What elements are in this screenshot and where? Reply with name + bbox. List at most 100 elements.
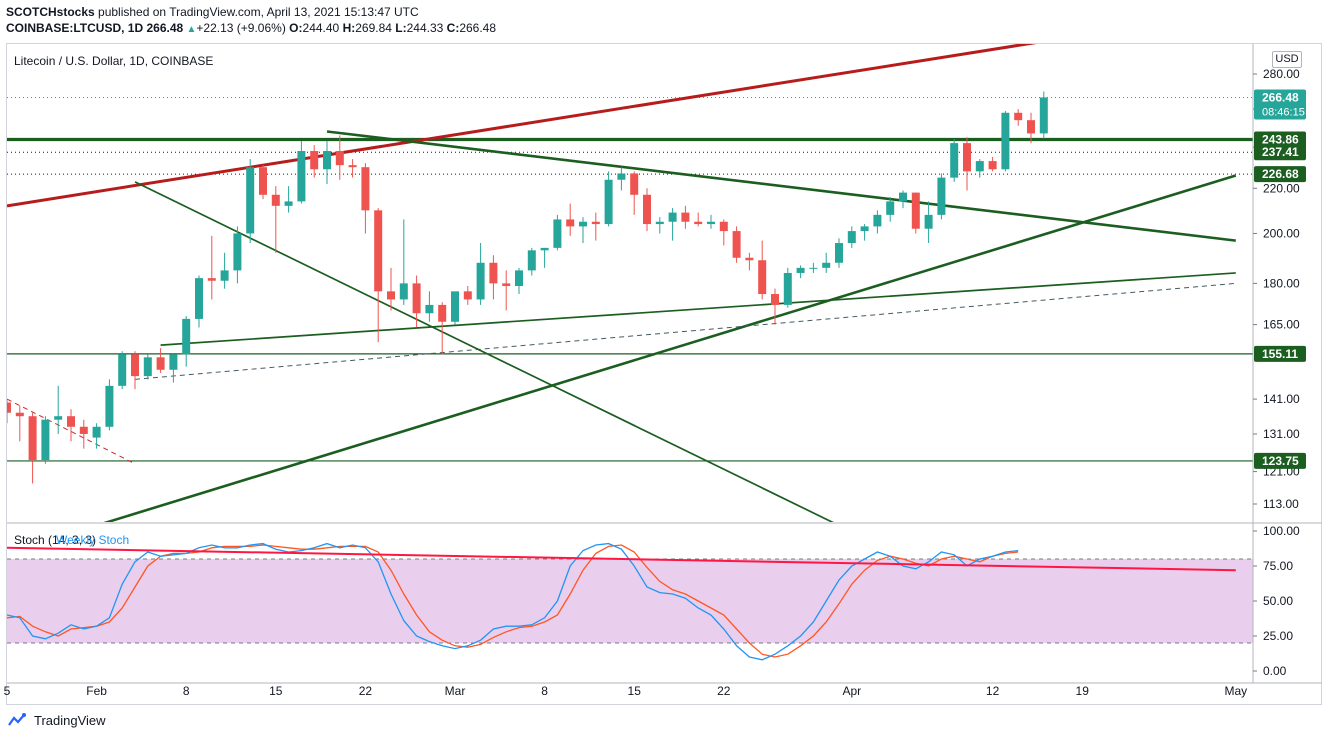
candle-body — [899, 192, 907, 202]
price-axis-label-value: 237.41 — [1262, 145, 1299, 159]
candle-body — [438, 304, 447, 322]
tradingview-logo-icon — [8, 713, 26, 726]
candle-body — [950, 143, 959, 178]
candle-body — [271, 194, 280, 206]
candle-body — [1014, 112, 1023, 121]
candle-body — [323, 151, 331, 170]
high-label: H: — [342, 21, 356, 35]
candle-body — [591, 221, 600, 225]
price-axis-label — [1254, 166, 1306, 183]
stoch-tick-label: 75.00 — [1263, 559, 1293, 573]
stoch-overlay-label: Weekly Stoch — [56, 533, 130, 547]
candle-body — [937, 177, 946, 215]
candle-body — [975, 161, 984, 172]
candle-body — [246, 167, 255, 234]
candle-body — [630, 173, 639, 195]
stoch-band — [7, 559, 1253, 643]
candle-body — [1027, 120, 1035, 134]
price-axis-label-value: 123.75 — [1262, 454, 1299, 468]
candle-body — [847, 231, 856, 244]
price-tick-label: 165.00 — [1263, 318, 1300, 332]
candle-body — [361, 167, 370, 211]
price-tick-label: 141.00 — [1263, 392, 1300, 406]
candle-body — [911, 192, 920, 229]
high-value: 269.84 — [355, 21, 392, 35]
time-tick-label: 5 — [4, 684, 11, 698]
candle-body — [707, 221, 715, 225]
time-tick-label: Feb — [86, 684, 107, 698]
stoch-legend[interactable]: Stoch (14, 3, 3) Weekly Stoch — [14, 533, 129, 547]
time-tick-label: 8 — [541, 684, 548, 698]
candle-body — [655, 221, 664, 225]
time-tick-label: Mar — [445, 684, 466, 698]
candle-body — [92, 426, 101, 438]
candle-body — [348, 165, 357, 168]
candle-body — [668, 212, 677, 222]
footer-brand-label: TradingView — [34, 712, 106, 728]
chart-legend[interactable]: Litecoin / U.S. Dollar, 1D, COINBASE — [14, 54, 214, 68]
candle-body — [105, 385, 114, 427]
candle-body — [719, 221, 728, 232]
candle-body — [399, 283, 408, 300]
publisher-name[interactable]: SCOTCHstocks — [6, 5, 95, 19]
trendline-red-upper — [7, 44, 1037, 208]
price-axis-label — [1254, 144, 1306, 161]
trendline-falling-diagonal — [134, 181, 834, 522]
candle-body — [310, 151, 319, 170]
stoch-legend-label: Stoch (14, 3, 3) — [14, 533, 97, 547]
candle-body — [476, 262, 485, 300]
candle-body — [489, 262, 498, 284]
stoch-tick-label: 50.00 — [1263, 594, 1293, 608]
close-label: C: — [446, 21, 460, 35]
price-axis-label — [1254, 452, 1306, 469]
candle-body — [195, 278, 203, 319]
chart-frame[interactable] — [6, 43, 1322, 705]
trendline-ascending-support — [103, 174, 1237, 522]
time-tick-label: Apr — [842, 684, 861, 698]
candle-body — [681, 212, 690, 222]
candle-body — [822, 262, 831, 268]
price-change: +22.13 (+9.06%) — [196, 21, 286, 35]
open-label: O: — [289, 21, 303, 35]
trendline-channel-lower — [160, 272, 1236, 346]
low-value: 244.33 — [406, 21, 444, 35]
stoch-tick-label: 25.00 — [1263, 629, 1293, 643]
candle-body — [515, 270, 523, 287]
price-axis-label-value: 266.48 — [1262, 90, 1299, 104]
price-tick-label: 113.00 — [1263, 497, 1299, 511]
candle-body — [566, 219, 575, 227]
time-tick-label: 22 — [717, 684, 731, 698]
time-tick-label: 22 — [359, 684, 373, 698]
price-axis-label-countdown: 08:46:15 — [1262, 106, 1305, 118]
candle-body — [643, 194, 651, 225]
candle-body — [67, 416, 75, 427]
candle-body — [233, 233, 242, 271]
candle-body — [771, 294, 779, 305]
candle-body — [284, 201, 293, 206]
open-value: 244.40 — [302, 21, 340, 35]
price-tick-label: 280.00 — [1263, 67, 1300, 81]
stoch-tick-label: 0.00 — [1263, 664, 1287, 678]
stoch-trendline — [7, 546, 1236, 572]
candle-body — [745, 257, 754, 261]
candle-body — [335, 151, 344, 166]
price-axis-label-value: 243.86 — [1262, 132, 1299, 146]
time-tick-label: 8 — [183, 684, 190, 698]
low-label: L: — [395, 21, 407, 35]
price-axis-label-value: 226.68 — [1262, 167, 1299, 181]
footer-brand[interactable]: TradingView — [8, 712, 106, 728]
candle-body — [297, 151, 306, 202]
currency-badge[interactable]: USD — [1272, 51, 1302, 68]
close-value: 266.48 — [459, 21, 497, 35]
price-axis-label-value: 155.11 — [1262, 347, 1298, 361]
candle-body — [79, 426, 88, 434]
candle-body — [835, 243, 843, 263]
trendline-descending-resistance — [326, 130, 1236, 242]
candle-body — [156, 357, 165, 370]
stoch-k-line — [7, 542, 1019, 661]
candle-body — [207, 278, 216, 281]
price-axis-label — [1254, 131, 1306, 148]
candle-body — [860, 226, 869, 232]
candle-body — [540, 247, 549, 251]
